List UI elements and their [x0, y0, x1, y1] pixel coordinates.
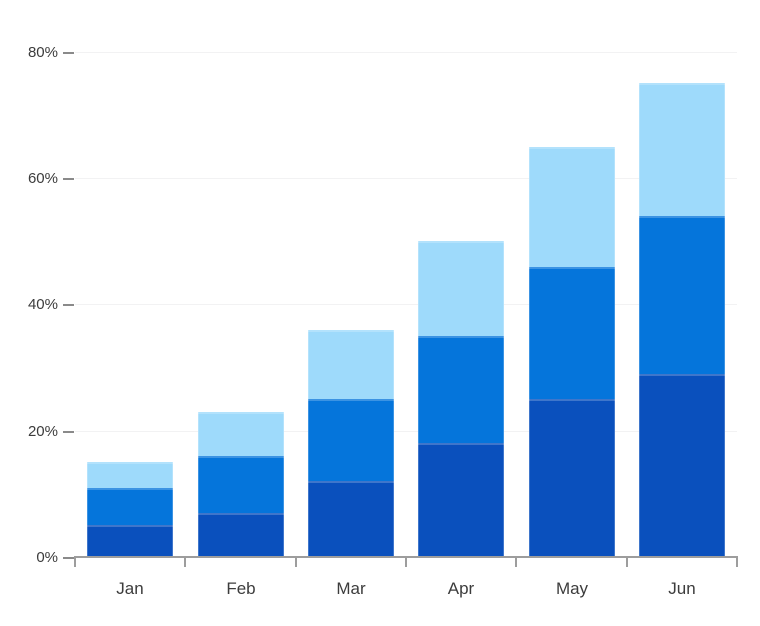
- y-axis-tick-label: 20%: [27, 423, 58, 440]
- bottom-dark-blue-segment: [198, 512, 284, 557]
- middle-medium-blue-segment: [308, 399, 394, 482]
- top-light-blue-segment: [308, 329, 394, 400]
- bottom-dark-blue-segment: [639, 373, 725, 557]
- top-light-blue-segment: [529, 146, 615, 267]
- x-axis-category-label: May: [555, 579, 589, 598]
- bottom-dark-blue-segment: [418, 443, 504, 557]
- top-light-blue-segment: [418, 241, 504, 336]
- bar-group-may: [529, 146, 615, 557]
- y-axis-tick-mark: [63, 557, 74, 559]
- bar-group-apr: [418, 241, 504, 557]
- bar-group-jan: [87, 462, 173, 557]
- bottom-dark-blue-segment: [529, 399, 615, 557]
- x-axis-tick-mark: [626, 556, 628, 567]
- top-light-blue-segment: [198, 411, 284, 457]
- x-axis-tick-mark: [405, 556, 407, 567]
- y-axis-tick-mark: [63, 304, 74, 306]
- x-axis-category-label: Jan: [116, 579, 144, 598]
- y-axis-tick-mark: [63, 52, 74, 54]
- y-gridline: [75, 304, 737, 305]
- middle-medium-blue-segment: [529, 266, 615, 400]
- middle-medium-blue-segment: [198, 456, 284, 513]
- bar-group-mar: [308, 329, 394, 557]
- bottom-dark-blue-segment: [87, 525, 173, 557]
- x-axis-category-label: Feb: [226, 579, 256, 598]
- middle-medium-blue-segment: [639, 216, 725, 374]
- x-axis-tick-mark: [515, 556, 517, 567]
- y-axis-tick-label: 80%: [27, 44, 58, 61]
- middle-medium-blue-segment: [87, 487, 173, 526]
- y-gridline: [75, 52, 737, 53]
- top-light-blue-segment: [639, 83, 725, 217]
- bottom-dark-blue-segment: [308, 481, 394, 557]
- y-axis-tick-mark: [63, 431, 74, 433]
- y-axis-tick-label: 40%: [27, 296, 58, 313]
- y-gridline: [75, 431, 737, 432]
- x-axis-tick-mark: [295, 556, 297, 567]
- x-axis-category-label: Mar: [336, 579, 366, 598]
- y-gridline: [75, 178, 737, 179]
- top-light-blue-segment: [87, 462, 173, 488]
- x-axis-tick-mark: [736, 556, 738, 567]
- y-axis-tick-mark: [63, 178, 74, 180]
- middle-medium-blue-segment: [418, 335, 504, 444]
- bar-group-feb: [198, 411, 284, 557]
- y-axis-tick-label: 0%: [36, 549, 58, 566]
- y-axis-tick-label: 60%: [27, 170, 58, 187]
- x-axis-tick-mark: [184, 556, 186, 567]
- x-axis-category-label: Jun: [668, 579, 696, 598]
- x-axis-category-label: Apr: [447, 579, 475, 598]
- bar-group-jun: [639, 83, 725, 557]
- x-axis-tick-mark: [74, 556, 76, 567]
